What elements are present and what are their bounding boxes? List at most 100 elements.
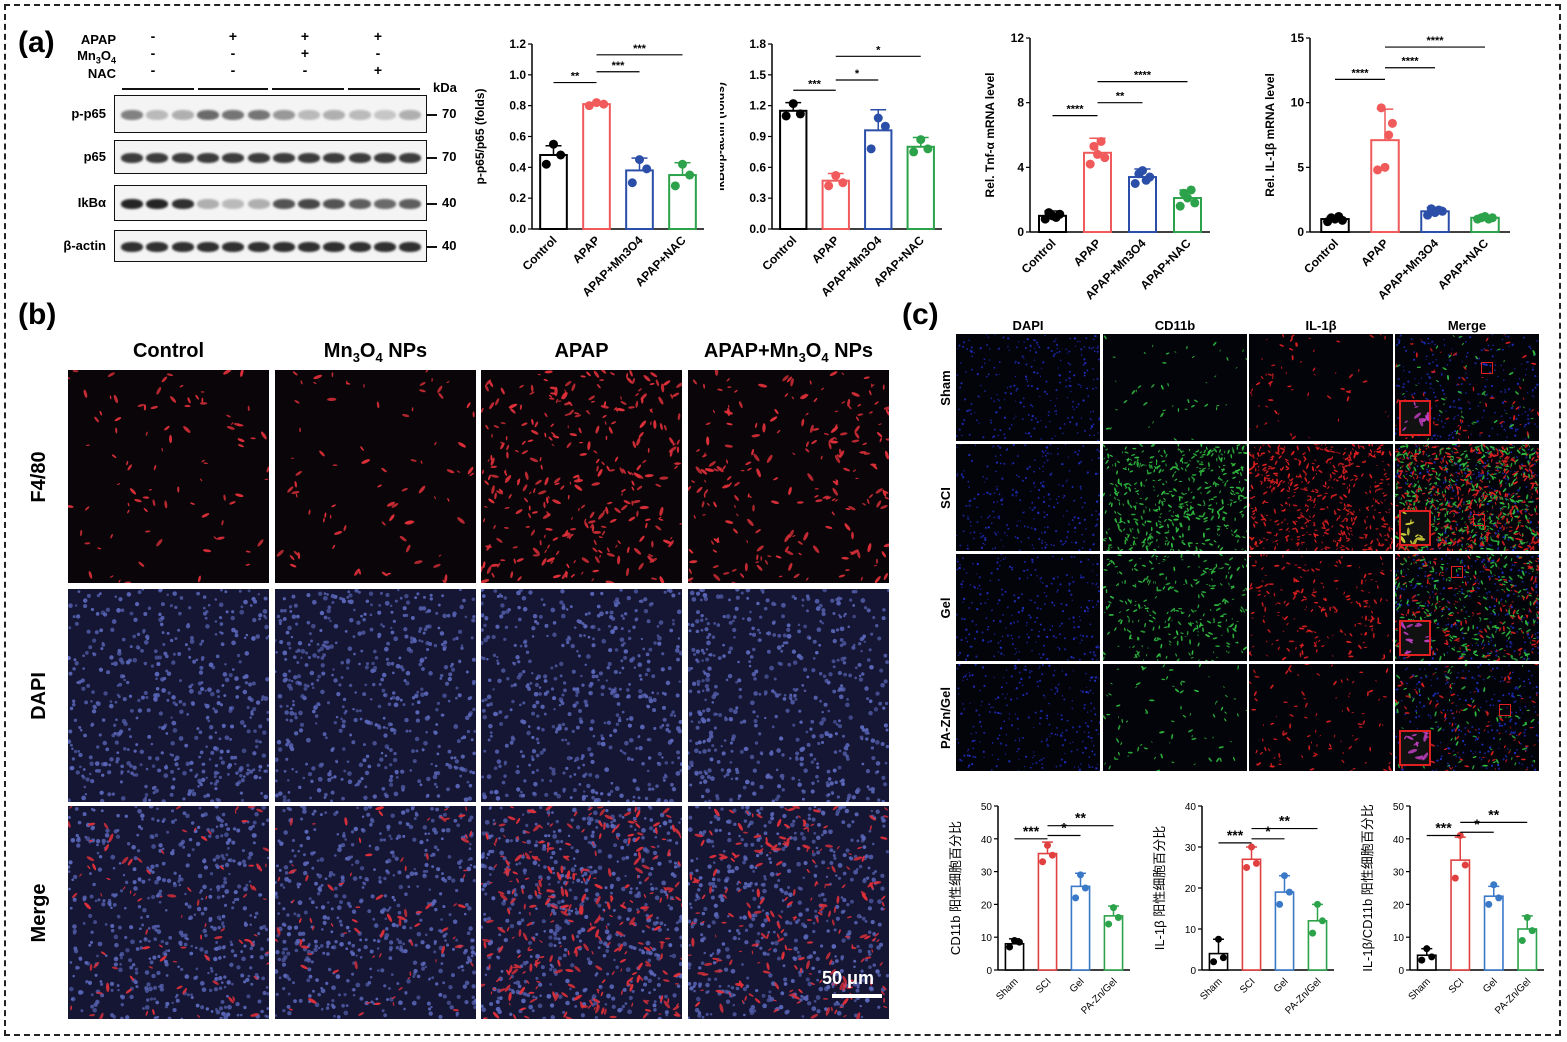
data-point [1186,185,1196,195]
y-tick-label: 50 [1393,802,1405,813]
data-point [1183,193,1192,203]
scale-bar-label: 50 μm [822,968,875,988]
micrograph-tile [1395,664,1539,771]
row-header: DAPI [28,671,50,720]
x-tick-label: PA-Zn/Gel [1079,976,1119,1016]
significance-stars: ** [1279,813,1290,829]
micrograph-tile [1249,334,1393,441]
row-header: SCI [938,486,953,509]
blot-band [247,110,270,120]
fluorescence-signal [1103,554,1247,661]
y-tick-label: 0.9 [749,130,766,144]
data-point [1114,914,1122,922]
data-point [916,135,926,145]
column-header: CD11b [1154,318,1196,333]
blot-band [146,110,169,120]
panel-c-label: (c) [902,298,939,331]
data-point [1437,206,1447,216]
data-point [1190,198,1200,208]
significance-stars: * [1474,816,1480,832]
data-point [788,99,798,109]
zoom-inset [1399,510,1431,546]
blot-band [298,242,321,252]
blot-band [323,110,346,120]
micrograph-tile [1249,444,1393,551]
kda-tick [427,203,437,205]
significance-stars: * [876,44,881,56]
treatment-sign: - [375,45,381,61]
treatment-label-apap: APAP [80,32,116,47]
y-tick-label: 5 [1297,160,1304,174]
data-point [1384,130,1394,140]
blot-band [348,199,371,209]
blot-band [399,153,422,163]
micrograph-tile [1103,444,1247,551]
data-point [1487,213,1497,223]
treatment-sign: - [302,62,308,78]
blot-band [348,242,371,252]
micrograph-tile [68,370,269,583]
treatment-label-mn3o4: Mn3O4 [26,48,116,66]
micrograph-tile [1249,664,1393,771]
y-tick-label: 0.0 [749,222,766,236]
data-point [549,139,558,149]
roi-marker [1473,514,1485,526]
x-tick-label: Sham [1198,976,1224,1002]
blot-band [222,242,245,252]
micrograph-tile [956,664,1100,771]
y-tick-label: 0 [1190,966,1196,977]
data-point [584,101,594,111]
bar [1517,928,1538,971]
column-header: Merge [1447,318,1487,333]
fluorescence-signal [275,589,476,802]
micrograph-tile [1249,554,1393,661]
data-point [1089,141,1099,151]
row-header: F4/80 [28,450,50,503]
blot-lane [114,185,427,221]
blot-band [222,110,245,120]
blot-band [146,199,169,209]
data-point [1314,900,1321,908]
blot-band [196,153,219,163]
treatment-sign: - [230,62,236,78]
fluorescence-signal [275,806,474,1016]
y-axis-label: Rel. Tnf-α mRNA level [983,73,997,198]
fluorescence-signal [956,334,1100,441]
y-tick-label: 20 [1185,884,1197,895]
column-header: Control [132,340,205,362]
y-tick-label: 40 [1185,802,1197,813]
y-axis-label: p-p65/p65 (folds) [473,88,487,184]
data-point [1175,201,1185,211]
fluorescence-signal [1249,664,1393,771]
treatment-sign: - [150,45,156,61]
data-point [1428,953,1436,961]
data-point [1285,888,1293,896]
data-point [1252,859,1260,867]
y-tick-label: 10 [1185,925,1197,936]
y-tick-label: 0 [1017,225,1024,239]
y-tick-label: 0.6 [749,160,766,174]
data-point [1276,900,1284,908]
y-tick-label: 8 [1017,96,1024,110]
x-tick-label: Control [759,233,799,273]
x-tick-label: Sham [1407,976,1433,1002]
y-tick-label: 4 [1017,160,1024,174]
significance-stars: * [1265,823,1271,839]
zoom-inset [1399,620,1431,656]
data-point [592,98,601,108]
blot-row-label: IkBα [77,195,106,210]
y-tick-label: 1.5 [749,68,766,82]
fluorescence-signal [1103,444,1247,551]
micrograph-tile [956,444,1100,551]
data-point [1110,904,1117,912]
micrograph-tile [275,370,476,583]
fluorescence-signal [481,806,682,1019]
fluorescence-signal [1402,402,1429,431]
blot-band [196,110,219,120]
y-tick-label: 50 [981,802,993,813]
x-tick-label: Sham [994,976,1020,1002]
blot-band [298,199,321,209]
data-point [1081,884,1089,892]
data-point [635,155,644,165]
significance-stars: *** [808,78,822,90]
